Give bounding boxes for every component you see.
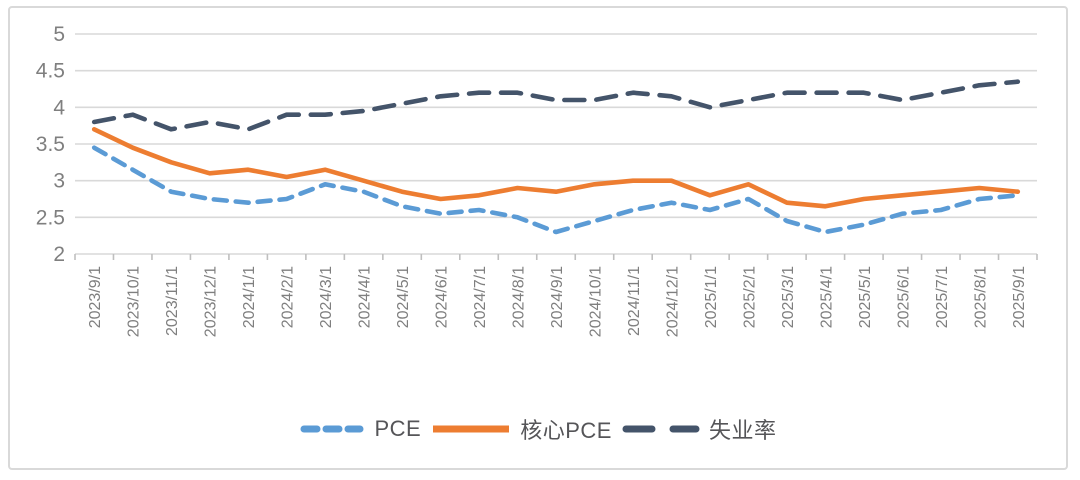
y-tick-label: 2.5 [36,206,65,229]
core-pce-line-sample-icon [433,425,510,433]
gridlines [75,33,1037,255]
x-tick-label: 2025/5/1 [857,266,874,328]
y-tick-label: 5 [53,23,65,46]
x-tick-label: 2025/4/1 [818,266,835,328]
series-line-unemployment [91,79,1021,132]
x-axis-ticks [74,254,1038,260]
x-tick-label: 2024/5/1 [395,266,412,328]
x-tick-label: 2024/3/1 [318,266,335,328]
legend-item-pce: PCE [299,416,421,442]
y-tick-label: 3.5 [36,133,65,156]
x-tick-label: 2024/12/1 [664,266,681,337]
series-line-core-pce [91,127,1021,209]
x-tick-label: 2025/8/1 [972,266,989,328]
legend-item-core-pce: 核心PCE [431,413,612,445]
series-line-pce [91,145,1021,235]
x-tick-label: 2023/12/1 [203,266,220,337]
y-tick-label: 4.5 [36,60,65,83]
legend-label-pce: PCE [374,416,422,441]
y-tick-label: 3 [53,170,65,193]
x-tick-label: 2025/9/1 [1011,266,1028,328]
unemployment-line-sample-icon [622,425,700,433]
x-tick-label: 2025/1/1 [703,266,720,328]
legend-item-unemployment: 失业率 [622,413,777,445]
x-tick-label: 2024/1/1 [241,266,258,328]
x-tick-label: 2025/2/1 [741,266,758,328]
y-axis-labels: 5 4.5 4 3.5 3 2.5 2 [36,23,66,266]
x-tick-label: 2024/9/1 [549,266,566,328]
chart-frame: 5 4.5 4 3.5 3 2.5 2 2023/9/1 2023/10/1 2023/11/1 2… [8,6,1068,470]
x-tick-label: 2025/7/1 [934,266,951,328]
y-tick-label: 2 [53,243,65,266]
x-tick-label: 2025/3/1 [780,266,797,328]
x-tick-label: 2025/6/1 [895,266,912,328]
x-tick-label: 2024/6/1 [434,266,451,328]
x-tick-label: 2023/10/1 [126,266,143,337]
x-tick-label: 2024/11/1 [626,266,643,336]
y-tick-label: 4 [53,96,65,119]
x-tick-label: 2024/4/1 [357,266,374,328]
x-tick-label: 2023/9/1 [87,266,104,328]
legend-label-unemployment: 失业率 [708,418,777,443]
legend-label-core-pce: 核心PCE [520,418,612,443]
x-tick-label: 2024/8/1 [511,266,528,328]
x-tick-label: 2023/11/1 [164,266,181,336]
x-tick-label: 2024/2/1 [280,266,297,328]
x-axis-labels: 2023/9/1 2023/10/1 2023/11/1 2023/12/1 2024/… [87,266,1028,337]
x-tick-label: 2024/7/1 [472,266,489,328]
x-tick-label: 2024/10/1 [587,266,604,337]
chart-legend: PCE 核心PCE 失业率 [10,406,1066,452]
pce-line-sample-icon [300,425,364,433]
